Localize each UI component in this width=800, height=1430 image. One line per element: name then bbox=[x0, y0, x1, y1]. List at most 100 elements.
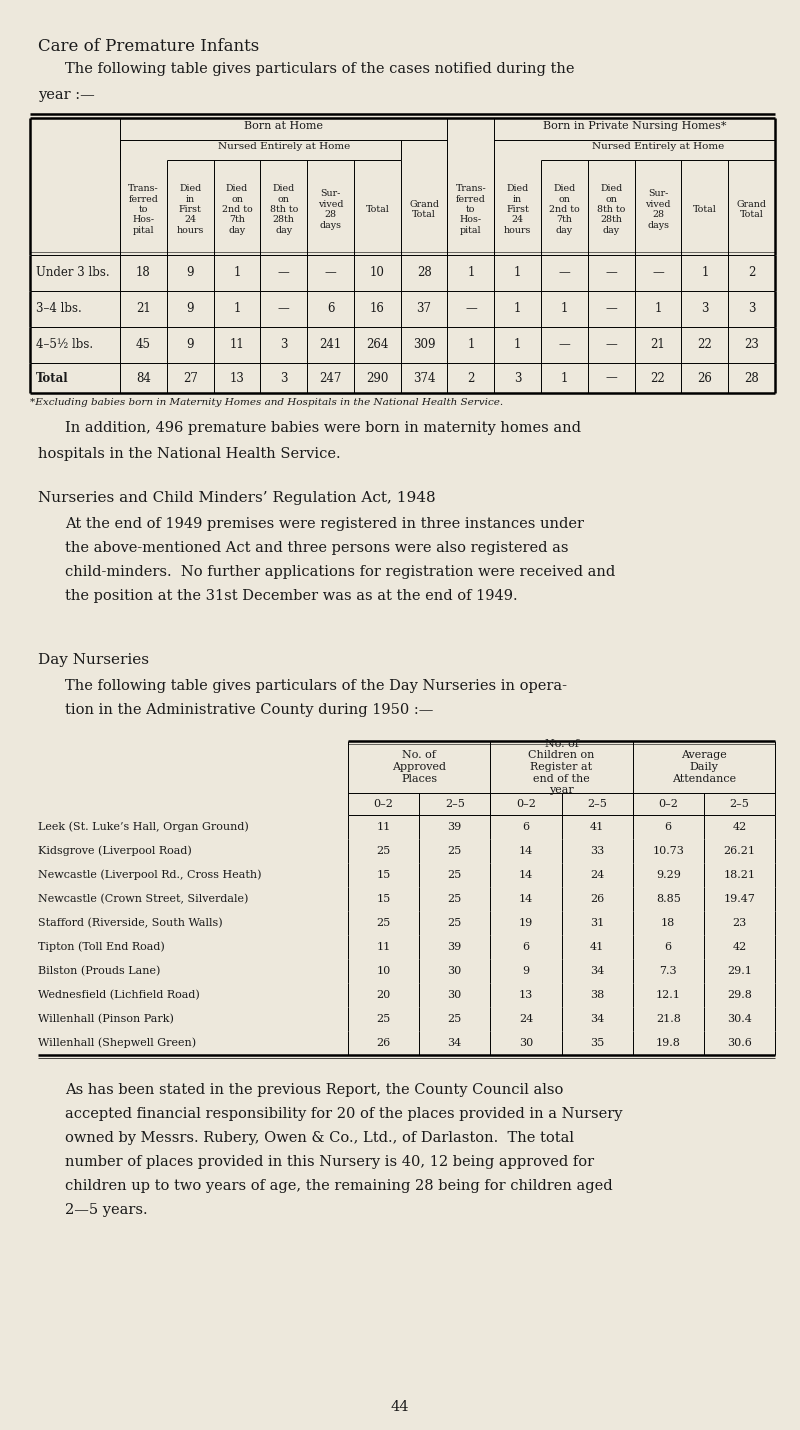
Text: 6: 6 bbox=[522, 822, 530, 832]
Text: 3: 3 bbox=[514, 372, 522, 385]
Text: —: — bbox=[606, 339, 617, 352]
Text: 30.4: 30.4 bbox=[727, 1014, 752, 1024]
Text: —: — bbox=[606, 266, 617, 279]
Text: year :—: year :— bbox=[38, 89, 94, 102]
Text: 45: 45 bbox=[136, 339, 151, 352]
Text: Stafford (Riverside, South Walls): Stafford (Riverside, South Walls) bbox=[38, 918, 222, 928]
Text: 30.6: 30.6 bbox=[727, 1038, 752, 1048]
Text: 39: 39 bbox=[448, 942, 462, 952]
Text: Born in Private Nursing Homes*: Born in Private Nursing Homes* bbox=[543, 122, 726, 132]
Text: number of places provided in this Nursery is 40, 12 being approved for: number of places provided in this Nurser… bbox=[65, 1155, 594, 1168]
Text: —: — bbox=[558, 339, 570, 352]
Text: 21.8: 21.8 bbox=[656, 1014, 681, 1024]
Text: 25: 25 bbox=[448, 847, 462, 857]
Text: 2–5: 2–5 bbox=[730, 799, 750, 809]
Text: 18: 18 bbox=[661, 918, 675, 928]
Text: 30: 30 bbox=[448, 990, 462, 1000]
Text: 31: 31 bbox=[590, 918, 604, 928]
Text: 18.21: 18.21 bbox=[723, 869, 755, 879]
Text: 24: 24 bbox=[518, 1014, 533, 1024]
Text: 25: 25 bbox=[448, 869, 462, 879]
Text: accepted financial responsibility for 20 of the places provided in a Nursery: accepted financial responsibility for 20… bbox=[65, 1107, 622, 1121]
Text: Total: Total bbox=[366, 204, 390, 214]
Text: 3: 3 bbox=[701, 303, 709, 316]
Text: 41: 41 bbox=[590, 942, 604, 952]
Text: Trans-
ferred
to
Hos-
pital: Trans- ferred to Hos- pital bbox=[128, 184, 158, 235]
Text: 9.29: 9.29 bbox=[656, 869, 681, 879]
Text: Leek (St. Luke’s Hall, Organ Ground): Leek (St. Luke’s Hall, Organ Ground) bbox=[38, 822, 249, 832]
Text: —: — bbox=[558, 266, 570, 279]
Text: the position at the 31st December was as at the end of 1949.: the position at the 31st December was as… bbox=[65, 589, 518, 603]
Text: 25: 25 bbox=[448, 918, 462, 928]
Text: 38: 38 bbox=[590, 990, 604, 1000]
Text: 3: 3 bbox=[748, 303, 755, 316]
Text: 25: 25 bbox=[448, 894, 462, 904]
Text: —: — bbox=[652, 266, 664, 279]
Text: Died
in
First
24
hours: Died in First 24 hours bbox=[177, 184, 204, 235]
Text: 241: 241 bbox=[319, 339, 342, 352]
Text: 3: 3 bbox=[280, 339, 287, 352]
Text: —: — bbox=[606, 303, 617, 316]
Text: 41: 41 bbox=[590, 822, 604, 832]
Text: 25: 25 bbox=[377, 918, 390, 928]
Text: 1: 1 bbox=[467, 339, 474, 352]
Text: Nurseries and Child Minders’ Regulation Act, 1948: Nurseries and Child Minders’ Regulation … bbox=[38, 490, 436, 505]
Text: Willenhall (Pinson Park): Willenhall (Pinson Park) bbox=[38, 1014, 174, 1024]
Text: 10.73: 10.73 bbox=[652, 847, 684, 857]
Text: 1: 1 bbox=[514, 266, 522, 279]
Text: Tipton (Toll End Road): Tipton (Toll End Road) bbox=[38, 942, 165, 952]
Text: Trans-
ferred
to
Hos-
pital: Trans- ferred to Hos- pital bbox=[455, 184, 486, 235]
Text: 374: 374 bbox=[413, 372, 435, 385]
Text: tion in the Administrative County during 1950 :—: tion in the Administrative County during… bbox=[65, 704, 434, 716]
Text: 2: 2 bbox=[748, 266, 755, 279]
Text: Grand
Total: Grand Total bbox=[409, 200, 439, 219]
Text: 26: 26 bbox=[377, 1038, 390, 1048]
Text: 39: 39 bbox=[448, 822, 462, 832]
Text: 33: 33 bbox=[590, 847, 604, 857]
Text: 13: 13 bbox=[230, 372, 245, 385]
Text: Under 3 lbs.: Under 3 lbs. bbox=[36, 266, 110, 279]
Text: 14: 14 bbox=[518, 894, 533, 904]
Text: Total: Total bbox=[36, 372, 69, 385]
Text: Born at Home: Born at Home bbox=[244, 122, 323, 132]
Text: 27: 27 bbox=[182, 372, 198, 385]
Text: Newcastle (Crown Street, Silverdale): Newcastle (Crown Street, Silverdale) bbox=[38, 894, 248, 904]
Text: 26: 26 bbox=[698, 372, 712, 385]
Text: 14: 14 bbox=[518, 847, 533, 857]
Text: 26: 26 bbox=[590, 894, 604, 904]
Text: The following table gives particulars of the Day Nurseries in opera-: The following table gives particulars of… bbox=[65, 679, 567, 694]
Text: 264: 264 bbox=[366, 339, 389, 352]
Text: Died
on
2nd to
7th
day: Died on 2nd to 7th day bbox=[222, 184, 252, 235]
Text: hospitals in the National Health Service.: hospitals in the National Health Service… bbox=[38, 448, 341, 460]
Text: 6: 6 bbox=[665, 822, 672, 832]
Text: 42: 42 bbox=[732, 942, 746, 952]
Text: Died
on
8th to
28th
day: Died on 8th to 28th day bbox=[597, 184, 626, 235]
Text: At the end of 1949 premises were registered in three instances under: At the end of 1949 premises were registe… bbox=[65, 518, 584, 531]
Text: 12.1: 12.1 bbox=[656, 990, 681, 1000]
Text: 10: 10 bbox=[377, 967, 390, 977]
Text: —: — bbox=[465, 303, 477, 316]
Text: 1: 1 bbox=[514, 303, 522, 316]
Text: 19.8: 19.8 bbox=[656, 1038, 681, 1048]
Text: 3–4 lbs.: 3–4 lbs. bbox=[36, 303, 82, 316]
Text: 30: 30 bbox=[518, 1038, 533, 1048]
Text: 9: 9 bbox=[186, 303, 194, 316]
Text: 1: 1 bbox=[654, 303, 662, 316]
Text: 21: 21 bbox=[136, 303, 150, 316]
Text: 9: 9 bbox=[186, 266, 194, 279]
Text: 1: 1 bbox=[467, 266, 474, 279]
Text: Willenhall (Shepwell Green): Willenhall (Shepwell Green) bbox=[38, 1038, 196, 1048]
Text: Average
Daily
Attendance: Average Daily Attendance bbox=[672, 751, 736, 784]
Text: 25: 25 bbox=[377, 847, 390, 857]
Text: 15: 15 bbox=[377, 894, 390, 904]
Text: 24: 24 bbox=[590, 869, 604, 879]
Text: Died
on
2nd to
7th
day: Died on 2nd to 7th day bbox=[549, 184, 580, 235]
Text: 2–5: 2–5 bbox=[445, 799, 465, 809]
Text: 2—5 years.: 2—5 years. bbox=[65, 1203, 148, 1217]
Text: Total: Total bbox=[693, 204, 717, 214]
Text: 34: 34 bbox=[448, 1038, 462, 1048]
Text: 10: 10 bbox=[370, 266, 385, 279]
Text: owned by Messrs. Rubery, Owen & Co., Ltd., of Darlaston.  The total: owned by Messrs. Rubery, Owen & Co., Ltd… bbox=[65, 1131, 574, 1145]
Text: 19: 19 bbox=[518, 918, 533, 928]
Text: 9: 9 bbox=[186, 339, 194, 352]
